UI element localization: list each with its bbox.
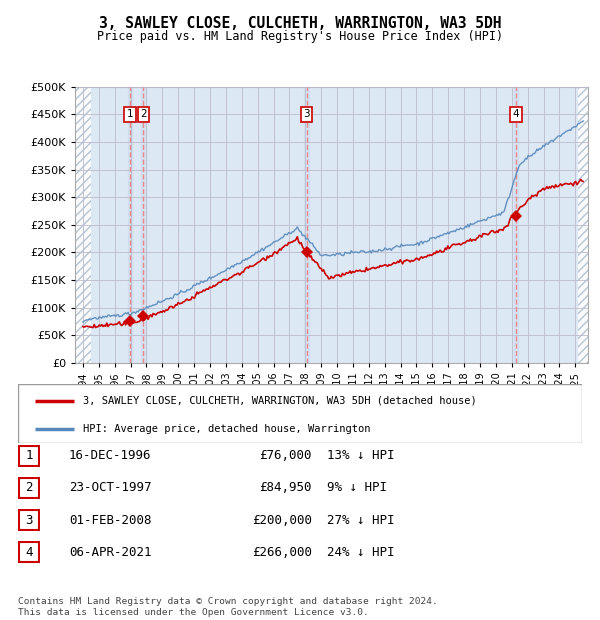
Text: 06-APR-2021: 06-APR-2021: [69, 546, 151, 559]
Text: 23-OCT-1997: 23-OCT-1997: [69, 482, 151, 494]
Text: Price paid vs. HM Land Registry's House Price Index (HPI): Price paid vs. HM Land Registry's House …: [97, 30, 503, 43]
Text: 27% ↓ HPI: 27% ↓ HPI: [327, 514, 395, 526]
Text: 2: 2: [25, 482, 32, 494]
Bar: [141, 87, 146, 363]
Text: 3: 3: [303, 109, 310, 120]
Text: 9% ↓ HPI: 9% ↓ HPI: [327, 482, 387, 494]
Text: 2: 2: [140, 109, 147, 120]
Bar: [128, 87, 133, 363]
Bar: [304, 87, 309, 363]
Text: £266,000: £266,000: [252, 546, 312, 559]
Text: HPI: Average price, detached house, Warrington: HPI: Average price, detached house, Warr…: [83, 423, 370, 433]
Text: 1: 1: [25, 450, 32, 462]
Text: £200,000: £200,000: [252, 514, 312, 526]
Text: 1: 1: [127, 109, 133, 120]
Text: 13% ↓ HPI: 13% ↓ HPI: [327, 450, 395, 462]
Bar: [514, 87, 518, 363]
Text: 01-FEB-2008: 01-FEB-2008: [69, 514, 151, 526]
Text: 4: 4: [25, 546, 32, 559]
Text: £76,000: £76,000: [260, 450, 312, 462]
Text: 4: 4: [512, 109, 519, 120]
Text: 16-DEC-1996: 16-DEC-1996: [69, 450, 151, 462]
Text: 24% ↓ HPI: 24% ↓ HPI: [327, 546, 395, 559]
Text: 3: 3: [25, 514, 32, 526]
Text: £84,950: £84,950: [260, 482, 312, 494]
Text: 3, SAWLEY CLOSE, CULCHETH, WARRINGTON, WA3 5DH (detached house): 3, SAWLEY CLOSE, CULCHETH, WARRINGTON, W…: [83, 396, 476, 406]
Text: 3, SAWLEY CLOSE, CULCHETH, WARRINGTON, WA3 5DH: 3, SAWLEY CLOSE, CULCHETH, WARRINGTON, W…: [99, 16, 501, 30]
Text: Contains HM Land Registry data © Crown copyright and database right 2024.
This d: Contains HM Land Registry data © Crown c…: [18, 598, 438, 617]
